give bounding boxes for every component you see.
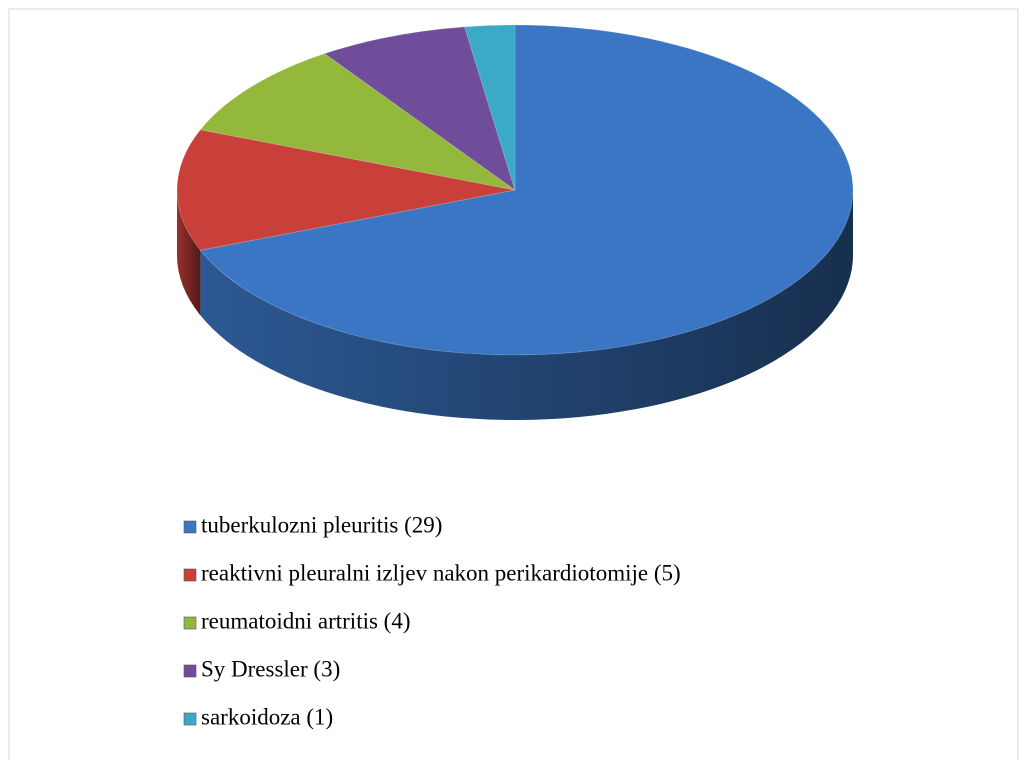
legend-swatch <box>183 616 197 630</box>
slice-side-shade <box>200 190 854 421</box>
slice <box>199 24 854 356</box>
slice <box>463 24 516 191</box>
slice-side-shade <box>177 190 201 316</box>
legend-swatch <box>183 568 197 582</box>
legend-label: Sy Dressler (3) <box>201 656 340 681</box>
legend-label: sarkoidoza (1) <box>201 704 333 729</box>
legend-label: reumatoidni artritis (4) <box>201 608 411 633</box>
legend-label: tuberkulozni pleuritis (29) <box>201 512 442 537</box>
slice <box>176 129 516 251</box>
legend-label: reaktivni pleuralni izljev nakon perikar… <box>201 560 681 585</box>
slice <box>323 26 516 192</box>
legend-swatch <box>183 664 197 678</box>
legend-swatch <box>183 520 197 534</box>
slice <box>199 53 516 191</box>
legend-swatch <box>183 712 197 726</box>
